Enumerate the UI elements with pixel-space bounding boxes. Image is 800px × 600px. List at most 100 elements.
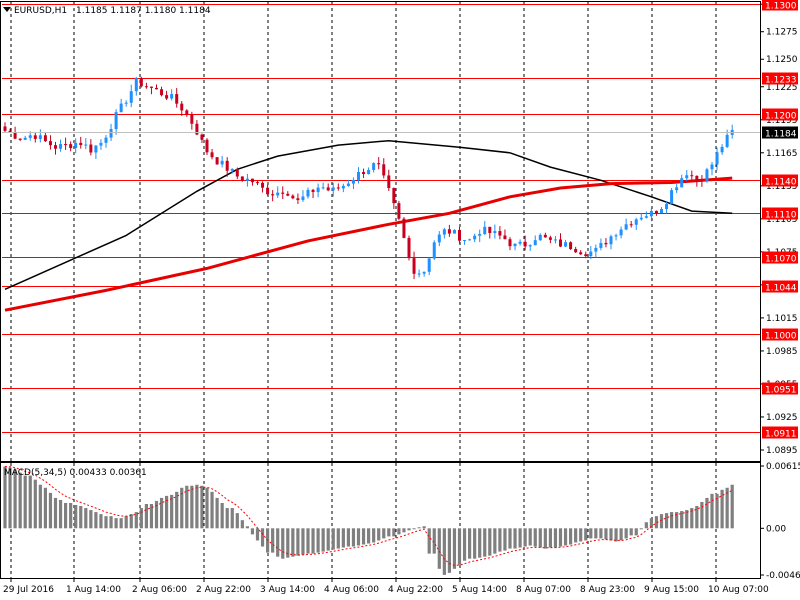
candle-bear xyxy=(523,241,527,247)
macd-bar xyxy=(311,528,315,554)
candle-bear xyxy=(271,194,275,196)
candle-bull xyxy=(331,187,335,191)
macd-bar xyxy=(260,528,265,547)
macd-bar xyxy=(296,528,300,556)
macd-bar xyxy=(503,528,507,551)
candle-bear xyxy=(604,242,608,245)
time-tick-label: 5 Aug 14:00 xyxy=(452,585,507,595)
price-tick-label: 1.1105 xyxy=(766,215,798,225)
candle-bear xyxy=(266,187,270,195)
macd-bar xyxy=(412,528,416,530)
candle-bull xyxy=(599,242,603,248)
candle-bear xyxy=(160,89,164,96)
ma-red-line xyxy=(4,176,733,312)
candle-bull xyxy=(351,179,355,184)
macd-tick-label: 0.00615 xyxy=(766,462,800,472)
macd-bar xyxy=(69,502,73,529)
time-tick-label: 9 Aug 15:00 xyxy=(644,585,699,595)
candle-bull xyxy=(38,135,42,139)
candle-bull xyxy=(170,94,174,99)
candle-bear xyxy=(281,192,285,194)
macd-bar xyxy=(255,528,260,541)
macd-bar xyxy=(154,500,159,529)
macd-bar xyxy=(629,528,633,536)
ma-black-line xyxy=(4,139,733,290)
candle-bull xyxy=(513,243,517,247)
candle-bear xyxy=(18,138,22,140)
candle-bull xyxy=(670,190,674,204)
macd-bar xyxy=(28,475,32,529)
macd-bar xyxy=(442,528,446,575)
macd-bar xyxy=(462,528,467,561)
candle-bull xyxy=(710,164,714,170)
macd-bar xyxy=(644,522,648,529)
candle-bull xyxy=(624,224,628,230)
vertical-gridlines xyxy=(10,2,717,578)
ohlc-label: 1.1185 1.1187 1.1180 1.1184 xyxy=(76,6,211,16)
macd-bar xyxy=(594,528,598,539)
macd-bar xyxy=(175,491,179,529)
macd-bar xyxy=(498,528,502,552)
candle-bear xyxy=(402,218,406,238)
macd-bar xyxy=(685,510,689,529)
symbol-label: EURUSD,H1 xyxy=(14,6,67,16)
macd-bar xyxy=(584,528,588,541)
current-price-bg xyxy=(762,126,798,139)
level-label-bg xyxy=(762,108,798,121)
macd-pane-border xyxy=(0,462,761,579)
candle-bull xyxy=(473,235,477,240)
macd-bar xyxy=(715,493,719,529)
macd-bar xyxy=(680,511,684,529)
level-labels: 1.1300 1.1233 1.1200 1.1140 1.1110 1.1070 1.10… xyxy=(762,0,798,440)
macd-bar xyxy=(720,489,724,529)
candle-bull xyxy=(99,142,103,146)
candle-bear xyxy=(240,176,244,181)
candles xyxy=(3,76,734,280)
macd-bar xyxy=(250,528,255,535)
macd-bar xyxy=(124,516,128,529)
macd-bar xyxy=(563,528,568,546)
macd-bar xyxy=(377,528,381,541)
macd-bar xyxy=(89,510,93,529)
macd-bar xyxy=(730,484,734,529)
candle-bull xyxy=(357,172,360,180)
time-tick-label: 4 Aug 22:00 xyxy=(388,585,443,595)
macd-bar xyxy=(589,528,593,539)
macd-bar xyxy=(700,501,704,529)
macd-bar xyxy=(654,516,659,529)
macd-bar xyxy=(488,528,492,556)
macd-bar xyxy=(402,528,406,533)
candle-bull xyxy=(84,144,88,146)
candle-bull xyxy=(230,168,234,171)
macd-histogram xyxy=(3,466,734,575)
candle-bear xyxy=(559,239,562,247)
candle-bear xyxy=(654,210,658,214)
macd-bar xyxy=(518,528,522,548)
macd-tick-label: -0.00461 xyxy=(766,571,800,581)
candle-bull xyxy=(675,187,679,191)
moving-averages xyxy=(4,139,733,312)
candle-bear xyxy=(48,141,52,146)
macd-bar xyxy=(134,512,138,529)
candle-bull xyxy=(321,187,325,189)
candle-bull xyxy=(104,137,108,143)
candle-bull xyxy=(23,137,27,140)
macd-bar xyxy=(457,528,462,565)
macd-bar xyxy=(230,508,234,529)
macd-bar xyxy=(104,516,108,529)
candle-bear xyxy=(458,229,461,241)
candle-bull xyxy=(680,178,684,188)
macd-bar xyxy=(281,528,285,559)
price-tick-label: 1.1250 xyxy=(766,55,798,65)
candle-bear xyxy=(180,103,184,111)
candle-bear xyxy=(175,94,179,104)
time-tick-label: 8 Aug 07:00 xyxy=(516,585,571,595)
macd-bar xyxy=(245,526,249,529)
macd-bar xyxy=(18,472,22,529)
macd-bar xyxy=(38,484,42,529)
macd-bar xyxy=(79,506,83,529)
macd-bar xyxy=(99,514,103,529)
macd-bar xyxy=(513,528,517,549)
candle-bear xyxy=(13,132,17,139)
macd-bar xyxy=(220,502,224,529)
